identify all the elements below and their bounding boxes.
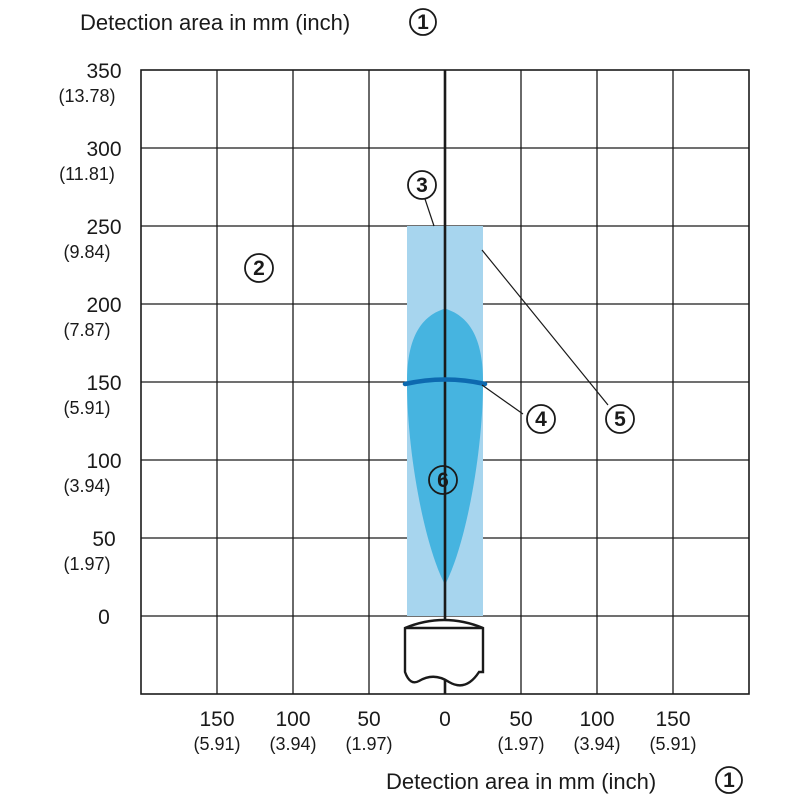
callout-4: 4 xyxy=(526,404,556,434)
x-tick-label-inch: (3.94) xyxy=(573,734,620,754)
x-tick-label-mm: 50 xyxy=(509,708,532,731)
y-axis-labels: 350 (13.78) 300 (11.81) 250 (9.84) 200 (7.87) 15… xyxy=(58,60,121,629)
x-tick-label-inch: (3.94) xyxy=(269,734,316,754)
callout-6-number: 6 xyxy=(437,469,449,492)
callout-6: 6 xyxy=(428,465,458,495)
y-tick-label-mm: 100 xyxy=(86,450,121,473)
y-tick-label-mm: 350 xyxy=(86,60,121,83)
y-tick-label-inch: (9.84) xyxy=(63,242,110,262)
y-tick-label-mm: 150 xyxy=(86,372,121,395)
y-tick-label-inch: (7.87) xyxy=(63,320,110,340)
y-tick-label-inch: (1.97) xyxy=(63,554,110,574)
y-tick-label-mm: 200 xyxy=(86,294,121,317)
sensor-head-icon xyxy=(403,618,485,687)
bottom-axis-title: Detection area in mm (inch) xyxy=(386,769,656,794)
x-axis-labels: 150 (5.91) 100 (3.94) 50 (1.97) 0 50 (1.97) 100 (3… xyxy=(193,708,696,754)
y-tick-label-inch: (11.81) xyxy=(59,164,115,184)
callout-3-number: 3 xyxy=(416,174,428,197)
x-tick-label-inch: (1.97) xyxy=(497,734,544,754)
y-tick-label-inch: (3.94) xyxy=(63,476,110,496)
callout-4-number: 4 xyxy=(535,408,547,431)
leader-line-5 xyxy=(481,249,609,406)
x-tick-label-mm: 100 xyxy=(579,708,614,731)
x-tick-label-mm: 150 xyxy=(199,708,234,731)
callout-5-number: 5 xyxy=(614,408,626,431)
leader-line-3 xyxy=(423,195,435,227)
x-tick-label-inch: (5.91) xyxy=(193,734,240,754)
top-axis-title: Detection area in mm (inch) xyxy=(80,10,350,35)
x-tick-label-inch: (1.97) xyxy=(345,734,392,754)
x-tick-label-mm: 100 xyxy=(275,708,310,731)
y-tick-label-mm: 0 xyxy=(98,606,110,629)
callout-2: 2 xyxy=(244,253,274,283)
x-tick-label-mm: 0 xyxy=(439,708,451,731)
y-tick-label-mm: 250 xyxy=(86,216,121,239)
y-tick-label-mm: 300 xyxy=(86,138,121,161)
top-title-marker: 1 xyxy=(409,8,437,36)
x-tick-label-mm: 150 xyxy=(655,708,690,731)
callout-5: 5 xyxy=(605,404,635,434)
y-tick-label-mm: 50 xyxy=(92,528,115,551)
callout-3: 3 xyxy=(407,170,437,200)
top-title-marker-number: 1 xyxy=(417,11,429,34)
x-tick-label-inch: (5.91) xyxy=(649,734,696,754)
leader-line-4 xyxy=(481,384,524,415)
bottom-title-marker: 1 xyxy=(715,766,743,794)
y-tick-label-inch: (13.78) xyxy=(58,86,115,106)
x-tick-label-mm: 50 xyxy=(357,708,380,731)
callout-2-number: 2 xyxy=(253,257,265,280)
bottom-title-marker-number: 1 xyxy=(723,769,735,792)
y-tick-label-inch: (5.91) xyxy=(63,398,110,418)
focus-line xyxy=(402,377,488,387)
